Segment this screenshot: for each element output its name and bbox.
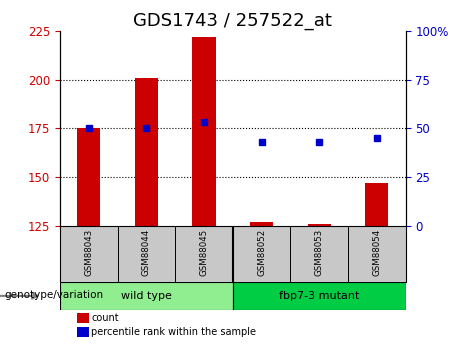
Bar <box>60 282 233 310</box>
Text: GSM88045: GSM88045 <box>200 228 208 276</box>
Text: count: count <box>91 313 118 323</box>
Text: GSM88053: GSM88053 <box>315 228 324 276</box>
Bar <box>250 221 273 226</box>
Bar <box>77 128 100 226</box>
Bar <box>233 282 406 310</box>
Bar <box>193 37 216 226</box>
Bar <box>308 224 331 226</box>
Bar <box>77 327 89 337</box>
Text: wild type: wild type <box>121 291 172 301</box>
Bar <box>77 313 89 323</box>
Text: GSM88052: GSM88052 <box>257 228 266 276</box>
Text: genotype/variation: genotype/variation <box>5 290 104 300</box>
Text: GSM88043: GSM88043 <box>84 228 93 276</box>
Bar <box>365 183 388 226</box>
Text: fbp7-3 mutant: fbp7-3 mutant <box>279 291 360 301</box>
Text: percentile rank within the sample: percentile rank within the sample <box>91 327 256 337</box>
Title: GDS1743 / 257522_at: GDS1743 / 257522_at <box>133 12 332 30</box>
Bar <box>135 78 158 226</box>
Text: GSM88044: GSM88044 <box>142 228 151 276</box>
Text: GSM88054: GSM88054 <box>372 228 381 276</box>
